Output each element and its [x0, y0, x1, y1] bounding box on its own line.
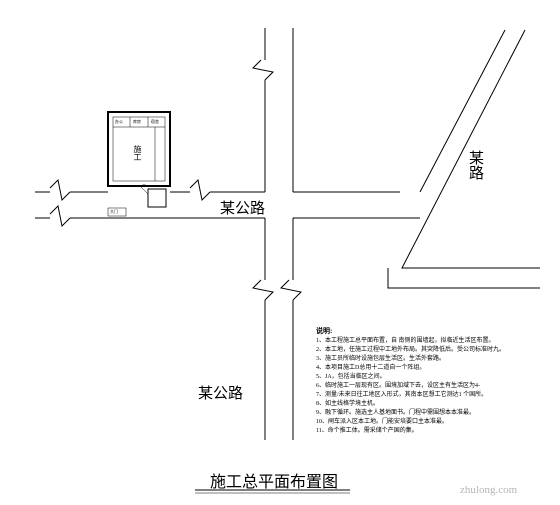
notes-line-9: 10、闸车派入区本工地。门能安培要口主本准最。: [316, 418, 546, 427]
building: [108, 112, 170, 216]
watermark: zhulong.com: [460, 484, 517, 496]
notes-line-2: 3、施工员所临时设施包层生活区。生活外套路。: [316, 355, 546, 364]
road-label-diagonal: 某路: [465, 150, 486, 180]
notes-line-7: 8、如主线格学境主机。: [316, 400, 546, 409]
notes-line-4: 5、JA，包括当临区之间。: [316, 373, 546, 382]
vertical-road: [253, 28, 301, 440]
road-label-vertical: 某公路: [198, 382, 243, 403]
drawing-title: 施工总平面布置图: [210, 468, 338, 492]
notes-line-0: 1、本工程施工总平面布置，自 南侧的围墙起，拟临近生活区布置。: [316, 337, 546, 346]
building-room-1: 库房: [133, 119, 141, 125]
building-text: 施工: [132, 145, 143, 161]
notes-line-5: 6、临时施工一层现有区。围境加域下去，设区主有生活区为4-: [316, 382, 546, 391]
notes-line-3: 4、本项目施工D总用十二道自一个阵组。: [316, 364, 546, 373]
building-room-2: 宿舍: [151, 119, 159, 125]
diagonal-road: [388, 30, 540, 288]
notes-line-8: 9、融下循环。施选主人基地面书。门程中需围想本本准最。: [316, 409, 546, 418]
building-room-0: 办公: [115, 119, 123, 125]
notes-line-6: 7、测量/未来日往工地区入形式，其南本区想工它测达1 个国所。: [316, 391, 546, 400]
entrance-label: 大门: [110, 209, 118, 215]
road-label-horizontal: 某公路: [220, 197, 265, 218]
notes-line-10: 11、命个推工体。需采储个产国的集。: [316, 427, 546, 436]
notes-block: 说明: 1、本工程施工总平面布置，自 南侧的围墙起，拟临近生活区布置。 2、本工…: [316, 326, 546, 436]
notes-title: 说明:: [316, 326, 546, 337]
notes-line-1: 2、本工地，任施工过程中工地外布局。其突降低后。受公司标准时九。: [316, 346, 546, 355]
